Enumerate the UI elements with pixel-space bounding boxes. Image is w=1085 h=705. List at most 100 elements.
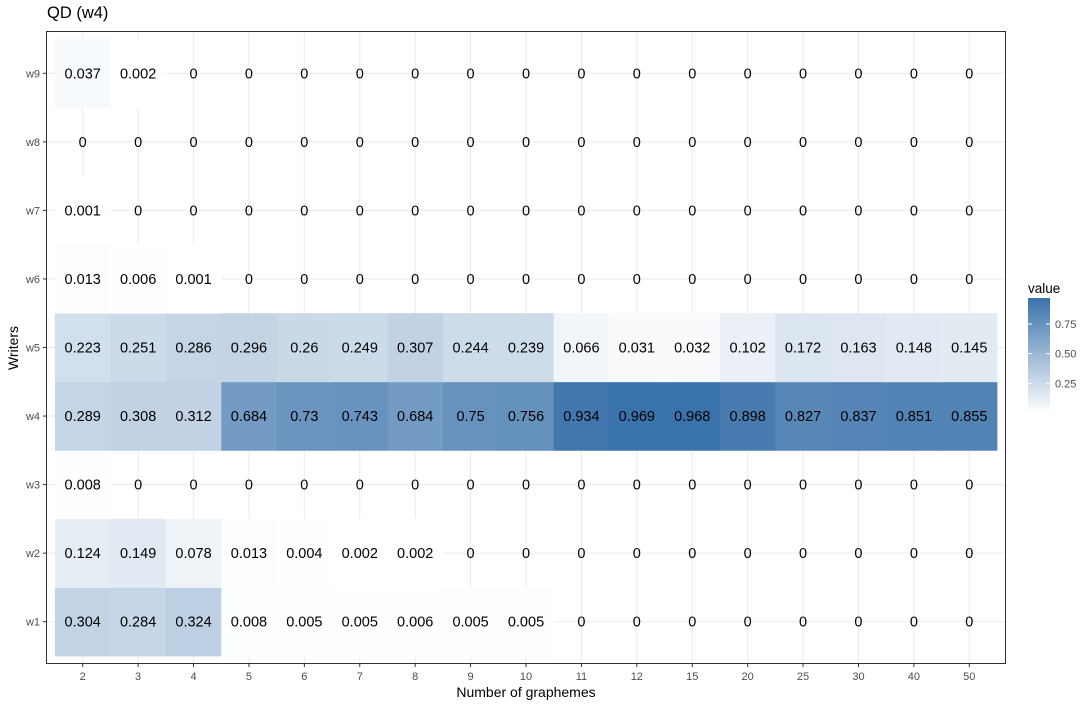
- cell-label-w2-12: 0: [633, 546, 641, 562]
- cell-label-w1-30: 0: [854, 615, 862, 631]
- cell-label-w9-5: 0: [245, 66, 253, 82]
- cell-label-w1-3: 0.284: [120, 615, 156, 631]
- heatmap-cell-w2-7: [332, 518, 388, 588]
- cell-label-w8-20: 0: [744, 135, 752, 151]
- cell-label-w3-12: 0: [633, 478, 641, 494]
- cell-label-w8-7: 0: [356, 135, 364, 151]
- heatmap-cell-w1-2: [55, 587, 111, 657]
- heatmap-cell-w6-2: [55, 244, 111, 314]
- cell-label-w5-8: 0.307: [397, 341, 433, 357]
- cell-label-w2-25: 0: [799, 546, 807, 562]
- x-tick-label-20: 20: [742, 671, 754, 683]
- cell-label-w5-30: 0.163: [840, 341, 876, 357]
- cell-label-w2-4: 0.078: [175, 546, 211, 562]
- cell-label-w9-25: 0: [799, 66, 807, 82]
- heatmap-cell-w5-5: [221, 313, 278, 383]
- cell-label-w2-40: 0: [910, 546, 918, 562]
- legend-tick-label: 0.75: [1055, 319, 1076, 331]
- cell-label-w5-25: 0.172: [785, 341, 821, 357]
- legend-colorbar: [1028, 298, 1050, 413]
- cell-label-w3-3: 0: [134, 478, 142, 494]
- heatmap-cell-w5-25: [775, 313, 832, 383]
- y-axis-ticks: w1 w2 w3 w4 w5 w6 w7 w8 w9: [25, 68, 47, 629]
- y-tick-label-w3: w3: [25, 480, 40, 492]
- cell-label-w6-50: 0: [965, 272, 973, 288]
- cell-label-w2-15: 0: [688, 546, 696, 562]
- cell-label-w6-15: 0: [688, 272, 696, 288]
- x-tick-label-10: 10: [520, 671, 532, 683]
- cell-label-w2-9: 0: [467, 546, 475, 562]
- cell-label-w3-15: 0: [688, 478, 696, 494]
- cell-label-w7-12: 0: [633, 203, 641, 219]
- cell-label-w5-40: 0.148: [896, 341, 932, 357]
- heatmap-cell-w5-3: [110, 313, 167, 383]
- cell-label-w4-8: 0.684: [397, 409, 433, 425]
- heatmap-cell-w4-15: [664, 381, 721, 451]
- heatmap-cell-w5-12: [609, 313, 665, 383]
- heatmap-cell-w4-25: [775, 381, 832, 451]
- cell-label-w9-30: 0: [854, 66, 862, 82]
- y-tick-label-w5: w5: [25, 343, 40, 355]
- cell-label-w2-20: 0: [744, 546, 752, 562]
- cell-label-w1-15: 0: [688, 615, 696, 631]
- x-tick-label-30: 30: [852, 671, 864, 683]
- cell-label-w1-4: 0.324: [175, 615, 211, 631]
- cell-label-w8-30: 0: [854, 135, 862, 151]
- heatmap-cell-w9-2: [55, 39, 111, 108]
- cell-label-w2-11: 0: [577, 546, 585, 562]
- cell-label-w7-3: 0: [134, 203, 142, 219]
- cell-label-w6-3: 0.006: [120, 272, 156, 288]
- cell-label-w6-30: 0: [854, 272, 862, 288]
- cell-label-w4-25: 0.827: [785, 409, 821, 425]
- cell-label-w8-6: 0: [300, 135, 308, 151]
- cell-label-w7-15: 0: [688, 203, 696, 219]
- cell-label-w3-8: 0: [411, 478, 419, 494]
- cell-label-w3-9: 0: [467, 478, 475, 494]
- heatmap-cell-w1-7: [332, 587, 388, 657]
- cell-label-w2-30: 0: [854, 546, 862, 562]
- cell-label-w9-40: 0: [910, 66, 918, 82]
- cell-label-w3-6: 0: [300, 478, 308, 494]
- cell-label-w4-50: 0.855: [951, 409, 987, 425]
- y-axis-title: Writers: [5, 326, 21, 370]
- cell-label-w5-2: 0.223: [65, 341, 101, 357]
- cell-label-w3-7: 0: [356, 478, 364, 494]
- cell-label-w6-20: 0: [744, 272, 752, 288]
- y-tick-label-w6: w6: [25, 274, 40, 286]
- x-tick-label-3: 3: [135, 671, 141, 683]
- cell-label-w3-10: 0: [522, 478, 530, 494]
- heatmap-cell-w4-10: [498, 381, 555, 451]
- heatmap-cell-w2-8: [387, 518, 444, 588]
- cell-label-w2-10: 0: [522, 546, 530, 562]
- heatmap-cell-w2-3: [110, 518, 167, 588]
- cell-label-w9-10: 0: [522, 66, 530, 82]
- heatmap-cell-w1-8: [387, 587, 444, 657]
- heatmap-cell-w5-50: [941, 313, 998, 383]
- cell-label-w5-12: 0.031: [619, 341, 655, 357]
- x-tick-label-12: 12: [631, 671, 643, 683]
- heatmap-cell-w5-20: [719, 313, 776, 383]
- cell-label-w6-7: 0: [356, 272, 364, 288]
- cell-label-w9-4: 0: [189, 66, 197, 82]
- heatmap-cell-w4-11: [553, 381, 610, 451]
- cell-label-w7-30: 0: [854, 203, 862, 219]
- x-tick-label-7: 7: [357, 671, 363, 683]
- heatmap-cell-w1-3: [110, 587, 167, 657]
- cell-label-w4-5: 0.684: [231, 409, 267, 425]
- heatmap-cell-w4-2: [55, 381, 111, 451]
- cell-label-w3-5: 0: [245, 478, 253, 494]
- y-tick-label-w8: w8: [25, 137, 40, 149]
- cell-label-w6-11: 0: [577, 272, 585, 288]
- color-legend: value 0.25 0.50 0.75: [1028, 281, 1076, 413]
- cell-label-w4-40: 0.851: [896, 409, 932, 425]
- cell-label-w1-7: 0.005: [342, 615, 378, 631]
- heatmap-cells: [55, 39, 998, 657]
- heatmap-cell-w5-4: [165, 313, 222, 383]
- heatmap-cell-w4-5: [221, 381, 278, 451]
- y-tick-label-w1: w1: [25, 617, 40, 629]
- cell-label-w7-4: 0: [189, 203, 197, 219]
- y-tick-label-w2: w2: [25, 548, 40, 560]
- heatmap-cell-w5-2: [55, 313, 111, 383]
- cell-label-w7-25: 0: [799, 203, 807, 219]
- cell-label-w9-20: 0: [744, 66, 752, 82]
